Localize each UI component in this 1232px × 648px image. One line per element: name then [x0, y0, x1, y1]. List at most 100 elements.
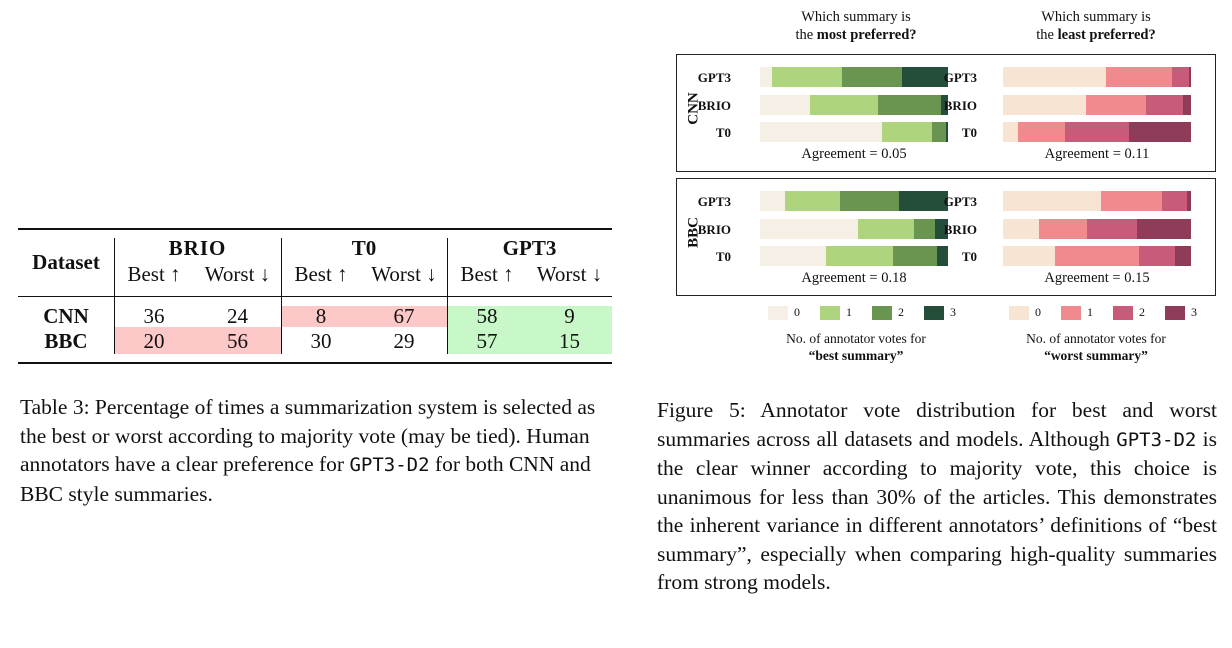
bar-segment-best-3 — [937, 246, 948, 266]
highlight-bbc-brio — [114, 327, 281, 354]
bar-segment-best-0 — [760, 246, 826, 266]
figure-caption-text: is the clear winner according to majorit… — [657, 426, 1217, 595]
header-best: Best ↑ — [460, 262, 514, 286]
figure-caption: Figure 5: Annotator vote distribution fo… — [657, 396, 1217, 597]
bar-segment-worst-0 — [1003, 95, 1087, 115]
bar-segment-worst-3 — [1128, 122, 1191, 142]
bar-segment-best-0 — [760, 219, 858, 239]
figure-caption-code: GPT3-D2 — [1116, 428, 1197, 451]
col-head-line: Which summary is — [1041, 9, 1151, 25]
table-vsep — [114, 238, 115, 354]
bar-segment-worst-0 — [1003, 191, 1101, 211]
legend-label: 2 — [1139, 305, 1145, 319]
legend-swatch — [768, 306, 788, 320]
header-best: Best ↑ — [294, 262, 348, 286]
bar-segment-best-2 — [893, 246, 938, 266]
model-label: GPT3 — [697, 194, 731, 209]
table-caption-code: GPT3-D2 — [349, 454, 430, 476]
legend-line: “worst summary” — [1044, 348, 1148, 363]
table-bottom-rule — [18, 362, 612, 364]
legend-swatch — [872, 306, 892, 320]
col-head-line: the most preferred? — [756, 26, 956, 44]
bar-segment-best-3 — [941, 95, 948, 115]
table-cell: 36 — [143, 304, 165, 328]
bar-segment-best-1 — [857, 219, 915, 239]
table-vsep — [447, 238, 448, 354]
col-head-text: the — [1036, 27, 1058, 43]
bar-segment-best-1 — [785, 191, 840, 211]
bar-segment-best-3 — [934, 219, 948, 239]
bar-segment-worst-1 — [1086, 95, 1147, 115]
bar-segment-best-2 — [878, 95, 942, 115]
legend-label: 3 — [950, 305, 956, 319]
model-label: BRIO — [697, 98, 731, 113]
table-cell: 30 — [310, 329, 332, 353]
bar-segment-best-1 — [772, 67, 842, 87]
agreement-value: Agreement = 0.15 — [1044, 270, 1150, 286]
table-cell: 58 — [476, 304, 498, 328]
bar-segment-worst-3 — [1187, 191, 1191, 211]
bar-segment-worst-3 — [1189, 67, 1191, 87]
model-label: T0 — [715, 125, 731, 140]
header-group-t0: T0 — [351, 236, 377, 260]
bar-segment-best-2 — [841, 67, 902, 87]
agreement-value: Agreement = 0.18 — [801, 270, 907, 286]
legend-swatch — [924, 306, 944, 320]
vote-distribution-figure: Which summary is the most preferred? Whi… — [676, 0, 1216, 370]
bar-segment-best-2 — [914, 219, 935, 239]
bar-segment-worst-2 — [1172, 67, 1190, 87]
highlight-bbc-gpt3 — [447, 327, 612, 354]
bar-segment-worst-1 — [1039, 219, 1088, 239]
bar-segment-best-1 — [881, 122, 932, 142]
model-label: GPT3 — [943, 70, 977, 85]
figure-caption-text: Figure 5: Annotator vote distribution fo… — [657, 398, 1217, 451]
bar-segment-worst-2 — [1065, 122, 1129, 142]
legend-label: 0 — [794, 305, 800, 319]
col-head-least-preferred: Which summary is the least preferred? — [996, 8, 1196, 44]
bar-segment-best-3 — [901, 67, 948, 87]
bar-segment-best-3 — [946, 122, 948, 142]
bar-segment-worst-2 — [1146, 95, 1184, 115]
legend-best-caption: No. of annotator votes for “best summary… — [756, 330, 956, 364]
col-head-text: the — [795, 27, 817, 43]
table-cell: 67 — [393, 304, 415, 328]
legend-line: No. of annotator votes for — [1026, 331, 1166, 346]
table-cell: 9 — [564, 304, 575, 328]
bar-segment-best-2 — [839, 191, 900, 211]
model-label: T0 — [715, 249, 731, 264]
table-caption-text: for both CNN and BBC style summaries. — [20, 452, 591, 506]
bar-segment-worst-3 — [1175, 246, 1191, 266]
table-cell: 24 — [227, 304, 248, 328]
bar-segment-worst-1 — [1055, 246, 1139, 266]
table-mid-rule — [18, 296, 612, 297]
bar-segment-worst-1 — [1018, 122, 1066, 142]
bar-segment-worst-2 — [1138, 246, 1176, 266]
bar-segment-best-0 — [760, 67, 773, 87]
panel-bbc: BBC GPT3 BRIO T0 Agreement = 0.18 GPT3 BRIO T0 A… — [676, 178, 1216, 296]
legend-worst-caption: No. of annotator votes for “worst summar… — [996, 330, 1196, 364]
model-label: BRIO — [943, 222, 977, 237]
legend-swatch — [1113, 306, 1133, 320]
legend-swatch — [820, 306, 840, 320]
col-head-most-preferred: Which summary is the most preferred? — [756, 8, 956, 44]
model-label: BRIO — [697, 222, 731, 237]
legend-label: 1 — [846, 305, 852, 319]
agreement-value: Agreement = 0.05 — [801, 146, 907, 162]
table-cell: 15 — [559, 329, 580, 353]
table-cell: 29 — [393, 329, 415, 353]
header-worst: Worst ↓ — [204, 262, 271, 286]
col-head-bold: least preferred? — [1057, 27, 1156, 43]
agreement-value: Agreement = 0.11 — [1044, 146, 1150, 162]
table-cell: 56 — [227, 329, 248, 353]
legend-swatch — [1009, 306, 1029, 320]
legend-swatch — [1061, 306, 1081, 320]
panel-cnn: CNN GPT3 BRIO T0 Agreement = 0.05 GPT3 BRIO T0 A… — [676, 54, 1216, 172]
bar-segment-worst-2 — [1162, 191, 1188, 211]
model-label: GPT3 — [943, 194, 977, 209]
table-cell: 57 — [476, 329, 498, 353]
model-label: GPT3 — [697, 70, 731, 85]
bar-segment-best-0 — [760, 122, 882, 142]
col-head-line: Which summary is — [801, 9, 911, 25]
header-best: Best ↑ — [127, 262, 181, 286]
header-dataset: Dataset — [32, 250, 100, 274]
